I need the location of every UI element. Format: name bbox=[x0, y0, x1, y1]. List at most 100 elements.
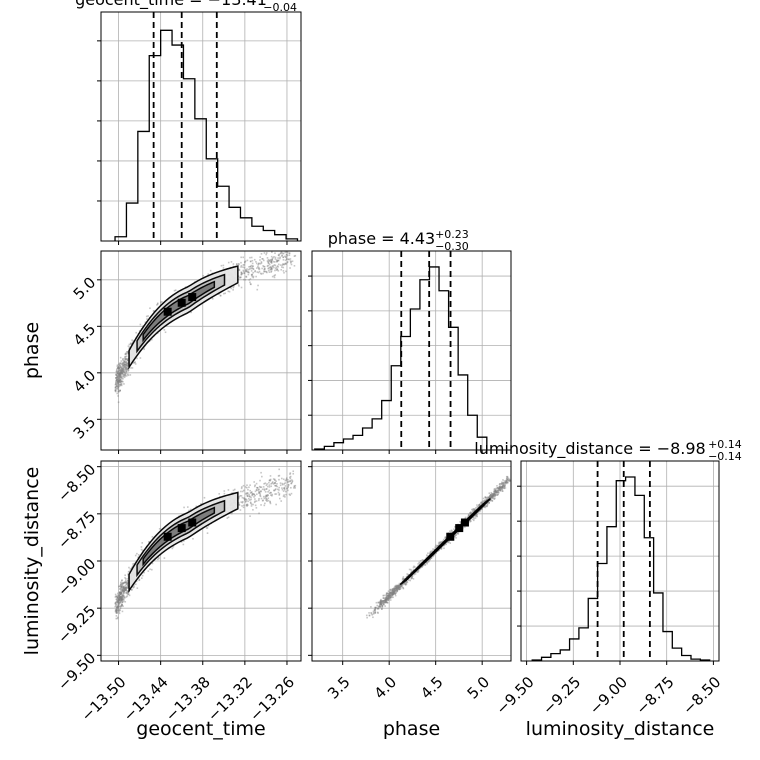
sample-point bbox=[122, 359, 125, 362]
sample-point bbox=[291, 480, 294, 482]
sample-point bbox=[490, 496, 492, 498]
sample-point bbox=[117, 605, 120, 608]
sample-point bbox=[501, 486, 503, 488]
sample-point bbox=[414, 566, 416, 568]
contour-level-2 bbox=[142, 280, 216, 343]
sample-point bbox=[382, 599, 385, 602]
sample-point bbox=[502, 484, 504, 486]
sample-point bbox=[246, 505, 248, 507]
sample-point bbox=[120, 592, 123, 595]
sample-point bbox=[189, 508, 192, 511]
sample-point bbox=[389, 594, 392, 597]
sample-point bbox=[120, 599, 122, 601]
sample-point bbox=[121, 597, 123, 600]
sample-point bbox=[469, 512, 471, 514]
sample-point bbox=[405, 582, 407, 584]
sample-point bbox=[377, 607, 379, 610]
sample-point bbox=[116, 605, 118, 608]
sample-point bbox=[183, 506, 185, 509]
sample-point bbox=[379, 602, 382, 605]
sample-point bbox=[250, 283, 252, 286]
sample-point bbox=[498, 485, 500, 488]
sample-point bbox=[242, 270, 245, 273]
sample-point bbox=[125, 592, 127, 594]
sample-point bbox=[400, 584, 403, 587]
sample-point bbox=[501, 486, 504, 488]
sample-point bbox=[440, 542, 442, 544]
sample-point bbox=[456, 532, 459, 535]
sample-point bbox=[381, 606, 384, 609]
sample-point bbox=[248, 279, 250, 281]
sample-point bbox=[392, 590, 394, 592]
sample-point bbox=[384, 598, 387, 601]
sample-point bbox=[377, 601, 380, 604]
sample-point bbox=[126, 582, 128, 585]
sample-point bbox=[249, 484, 251, 486]
sample-point bbox=[246, 259, 249, 262]
sample-point bbox=[121, 364, 124, 366]
sample-point bbox=[120, 604, 123, 607]
sample-point bbox=[119, 383, 121, 386]
sample-point bbox=[237, 283, 240, 286]
sample-point bbox=[478, 504, 481, 506]
sample-point bbox=[149, 568, 151, 571]
sample-point bbox=[262, 499, 264, 502]
sample-point bbox=[381, 601, 384, 603]
sample-point bbox=[403, 582, 405, 585]
sample-point bbox=[116, 606, 118, 609]
sample-point bbox=[274, 264, 277, 267]
sample-point bbox=[267, 499, 270, 502]
sample-point bbox=[379, 603, 382, 605]
sample-point bbox=[120, 599, 123, 601]
sample-point bbox=[397, 586, 400, 588]
sample-point bbox=[271, 258, 273, 261]
sample-point bbox=[473, 510, 476, 512]
sample-point bbox=[265, 495, 268, 497]
sample-point bbox=[265, 497, 267, 499]
sample-point bbox=[118, 374, 121, 376]
sample-point bbox=[119, 389, 121, 392]
sample-point bbox=[115, 608, 118, 611]
sample-point bbox=[505, 480, 507, 482]
sample-point bbox=[274, 269, 276, 272]
sample-point bbox=[123, 587, 126, 590]
sample-point bbox=[434, 548, 436, 551]
sample-point bbox=[122, 589, 124, 592]
sample-point bbox=[118, 603, 121, 605]
sample-point bbox=[411, 575, 413, 578]
sample-point bbox=[190, 311, 192, 314]
sample-point bbox=[125, 362, 128, 364]
sample-point bbox=[125, 357, 128, 360]
sample-point bbox=[261, 475, 263, 478]
sample-point bbox=[122, 586, 125, 588]
sample-point bbox=[123, 588, 126, 590]
sample-point bbox=[116, 367, 119, 369]
sample-point bbox=[469, 519, 471, 521]
sample-point bbox=[251, 267, 254, 269]
sample-point bbox=[478, 503, 481, 506]
sample-point bbox=[427, 560, 430, 563]
sample-point bbox=[388, 596, 390, 598]
sample-point bbox=[275, 259, 278, 261]
sample-point bbox=[235, 263, 238, 265]
sample-point bbox=[244, 261, 246, 264]
sample-point bbox=[289, 267, 291, 269]
sample-point bbox=[265, 497, 268, 500]
sample-point bbox=[116, 371, 118, 374]
sample-point bbox=[423, 563, 425, 566]
sample-point bbox=[450, 531, 452, 534]
sample-point bbox=[261, 267, 263, 270]
sample-point bbox=[499, 486, 502, 489]
sample-point bbox=[288, 252, 291, 254]
sample-point bbox=[125, 366, 128, 369]
sample-point bbox=[489, 496, 491, 499]
panel-1-1 bbox=[308, 251, 511, 454]
title-name: geocent_time bbox=[75, 0, 184, 10]
sample-point bbox=[397, 585, 399, 588]
sample-point bbox=[119, 375, 121, 377]
sample-point bbox=[445, 543, 447, 545]
sample-point bbox=[271, 268, 273, 270]
sample-point bbox=[123, 371, 125, 374]
sample-point bbox=[125, 581, 128, 583]
sample-point bbox=[368, 614, 371, 617]
